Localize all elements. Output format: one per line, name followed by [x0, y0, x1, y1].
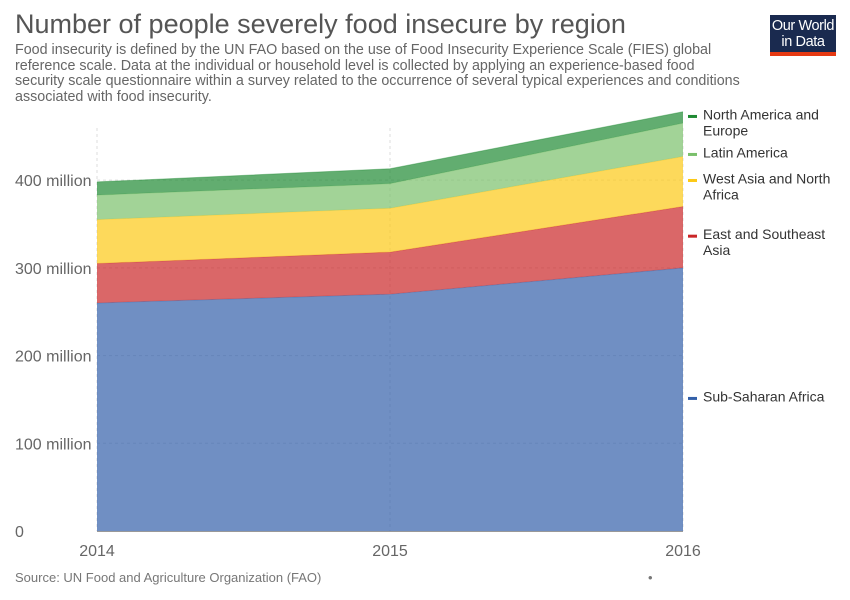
y-tick-label: 200 million	[15, 349, 91, 366]
area-latin-america	[97, 123, 683, 220]
area-north-america-and-europe	[97, 111, 683, 196]
x-tick-label: 2015	[372, 543, 408, 560]
chart-title: Number of people severely food insecure …	[15, 9, 626, 39]
logo-line-1: Our World	[771, 18, 835, 34]
legend-label: Sub-Saharan Africa	[703, 388, 825, 404]
x-tick-label: 2014	[79, 543, 115, 560]
y-tick-label: 300 million	[15, 261, 91, 278]
chart-subtitle: Food insecurity is defined by the UN FAO…	[15, 42, 740, 105]
y-tick-label: 0	[15, 524, 24, 541]
y-tick-label: 100 million	[15, 436, 91, 453]
area-east-and-southeast-asia	[97, 206, 683, 303]
footer-dot: •	[648, 570, 653, 585]
source-note[interactable]: Source: UN Food and Agriculture Organiza…	[15, 570, 322, 585]
legend-label: West Asia and North Africa	[703, 170, 830, 202]
logo-accent-bar	[770, 52, 836, 56]
area-edge-north-america-and-europe	[96, 111, 684, 183]
legend-label: East and Southeast Asia	[703, 226, 825, 258]
legend-label: North America and Europe	[703, 106, 819, 138]
logo-line-2: in Data	[781, 34, 825, 50]
area-sub-saharan-africa	[97, 267, 683, 531]
x-tick-label: 2016	[665, 543, 701, 560]
legend-label: Latin America	[703, 144, 788, 160]
y-tick-label: 400 million	[15, 173, 91, 190]
owid-logo[interactable]: Our World in Data	[770, 15, 836, 56]
area-west-asia-and-north-africa	[97, 156, 683, 264]
